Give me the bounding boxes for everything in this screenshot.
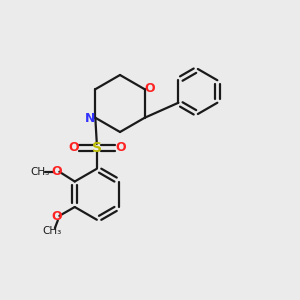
Text: O: O [145, 82, 155, 95]
Text: N: N [85, 112, 95, 125]
Text: CH₃: CH₃ [42, 226, 62, 236]
Text: O: O [68, 141, 79, 154]
Text: O: O [52, 210, 62, 223]
Text: CH₃: CH₃ [30, 167, 50, 177]
Text: S: S [92, 141, 102, 155]
Text: O: O [115, 141, 125, 154]
Text: O: O [52, 165, 62, 178]
